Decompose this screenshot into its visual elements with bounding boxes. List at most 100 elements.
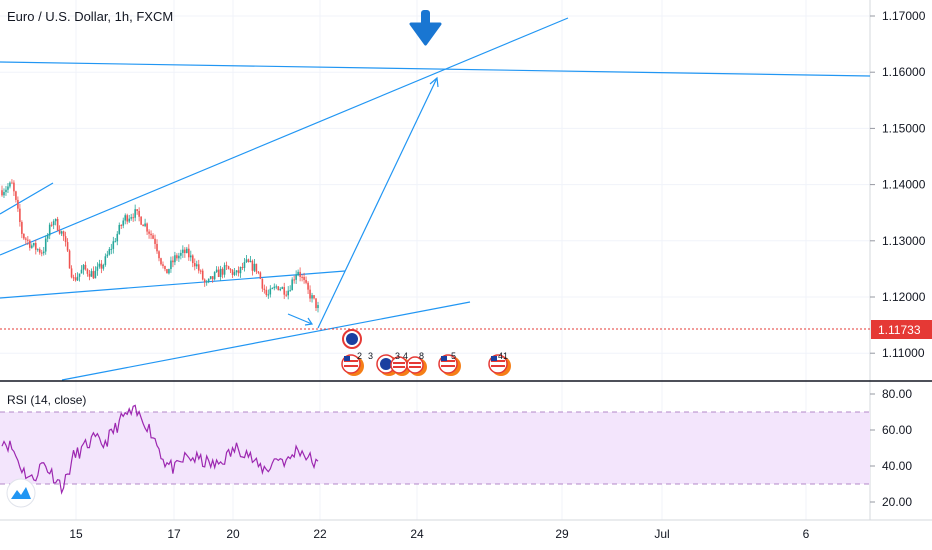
candle-body bbox=[19, 208, 21, 222]
candle-body bbox=[152, 235, 154, 239]
candle-body bbox=[38, 249, 41, 253]
candle-body bbox=[184, 249, 186, 254]
candle-body bbox=[31, 245, 33, 248]
middle-channel-line[interactable] bbox=[0, 270, 346, 299]
candle-body bbox=[265, 289, 268, 295]
candle-body bbox=[259, 272, 262, 279]
candle-body bbox=[25, 238, 27, 240]
candle-body bbox=[74, 277, 77, 281]
candle-body bbox=[299, 271, 301, 277]
candle-body bbox=[211, 276, 214, 280]
candle-body bbox=[315, 298, 317, 309]
rsi-line bbox=[1, 404, 319, 495]
economic-events[interactable]: 2 3 3 4 8 5 41 bbox=[341, 329, 511, 376]
candle-body bbox=[247, 259, 250, 263]
candle-body bbox=[285, 294, 288, 296]
candle-body bbox=[164, 266, 166, 270]
candle-body bbox=[257, 271, 260, 273]
candle-body bbox=[273, 286, 276, 289]
small-pointer-line[interactable] bbox=[287, 313, 313, 325]
candle-body bbox=[100, 263, 103, 269]
candle-body bbox=[96, 266, 99, 271]
current-price-label: 1.11733 bbox=[878, 323, 921, 337]
short-upper-trendline[interactable] bbox=[0, 182, 54, 215]
event-count-label: 8 bbox=[419, 351, 424, 361]
candle-body bbox=[253, 263, 256, 271]
time-axis[interactable]: 15 17 20 22 24 29 Jul 6 bbox=[69, 527, 809, 541]
candle-body bbox=[126, 215, 129, 222]
us-flag-event-icon[interactable] bbox=[406, 356, 427, 376]
candle-body bbox=[209, 276, 212, 279]
candle-body bbox=[229, 269, 232, 271]
lower-channel-line[interactable] bbox=[61, 301, 471, 381]
candle-body bbox=[156, 243, 158, 252]
candle-body bbox=[217, 269, 220, 277]
price-tick-label: 1.13000 bbox=[882, 234, 926, 248]
candle-body bbox=[297, 271, 299, 275]
us-flag-event-icon[interactable] bbox=[341, 354, 364, 376]
us-flag-event-icon[interactable] bbox=[488, 354, 511, 376]
eu-flag-event-icon[interactable] bbox=[342, 329, 362, 349]
candle-body bbox=[249, 260, 252, 263]
candle-body bbox=[138, 210, 140, 217]
candle-body bbox=[215, 269, 218, 273]
candle-body bbox=[27, 239, 29, 241]
rsi-scale[interactable]: 80.00 60.00 40.00 20.00 bbox=[870, 387, 912, 509]
symbol-title[interactable]: Euro / U.S. Dollar, 1h, FXCM bbox=[7, 9, 173, 24]
candle-body bbox=[291, 279, 293, 291]
horizontal-resistance-line[interactable] bbox=[0, 61, 871, 77]
candle-body bbox=[140, 216, 142, 225]
price-tick-label: 1.11000 bbox=[882, 346, 925, 360]
tradingview-logo-icon[interactable] bbox=[6, 478, 36, 508]
candle-body bbox=[267, 294, 270, 296]
candle-body bbox=[287, 290, 289, 296]
candle-body bbox=[15, 191, 17, 200]
candle-body bbox=[313, 295, 315, 299]
upper-channel-line[interactable] bbox=[0, 17, 569, 256]
candle-body bbox=[102, 264, 105, 269]
rsi-title[interactable]: RSI (14, close) bbox=[7, 393, 86, 407]
candle-body bbox=[281, 287, 284, 289]
projection-arrow-head bbox=[429, 76, 439, 88]
us-flag-event-icon[interactable] bbox=[390, 356, 411, 376]
candle-body bbox=[1, 190, 3, 196]
candle-body bbox=[78, 273, 81, 277]
candle-body bbox=[269, 288, 272, 295]
candle-body bbox=[122, 220, 125, 226]
us-flag-event-icon[interactable] bbox=[438, 354, 461, 376]
candle-body bbox=[36, 249, 39, 251]
candle-body bbox=[261, 278, 264, 289]
candle-body bbox=[162, 264, 164, 267]
rsi-tick-label: 60.00 bbox=[882, 423, 912, 437]
candle-body bbox=[227, 266, 230, 270]
candle-body bbox=[148, 231, 150, 234]
candle-body bbox=[225, 265, 228, 267]
candle-body bbox=[203, 279, 206, 283]
candle-body bbox=[221, 268, 224, 275]
price-scale[interactable]: 1.17000 1.16000 1.15000 1.14000 1.13000 1.120… bbox=[870, 9, 926, 360]
drawings[interactable] bbox=[0, 17, 871, 381]
candle-body bbox=[237, 270, 240, 274]
time-axis-label: Jul bbox=[654, 527, 669, 541]
candle-body bbox=[191, 255, 194, 264]
candle-body bbox=[186, 248, 188, 254]
candle-body bbox=[110, 248, 113, 250]
candle-body bbox=[132, 217, 134, 219]
candle-body bbox=[46, 235, 49, 239]
time-axis-label: 29 bbox=[555, 527, 569, 541]
candle-body bbox=[293, 279, 295, 281]
price-tick-label: 1.12000 bbox=[882, 290, 926, 304]
candle-body bbox=[84, 264, 87, 270]
rsi-tick-label: 20.00 bbox=[882, 495, 912, 509]
candle-body bbox=[56, 218, 59, 231]
candle-body bbox=[112, 241, 115, 249]
candle-body bbox=[193, 263, 196, 267]
candle-body bbox=[98, 263, 101, 267]
projection-path-line[interactable] bbox=[317, 77, 438, 329]
down-arrow-icon[interactable] bbox=[409, 10, 442, 46]
price-tick-label: 1.16000 bbox=[882, 65, 926, 79]
candle-body bbox=[58, 230, 61, 234]
event-count-label: 5 bbox=[451, 351, 456, 361]
